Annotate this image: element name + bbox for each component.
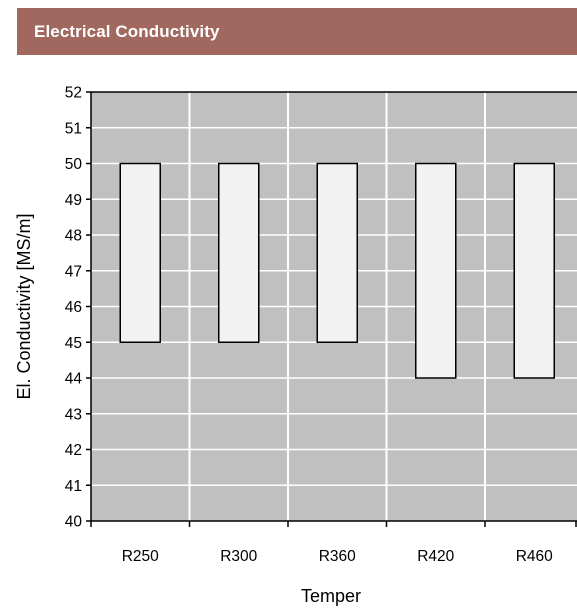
range-bar-r460 [513,162,555,379]
x-tick-label-r460: R460 [516,548,553,565]
x-axis-title: Temper [301,586,361,606]
range-bar-r360 [316,162,358,343]
y-tick-label-43: 43 [65,406,82,423]
y-tick-label-45: 45 [65,335,82,352]
y-tick-label-47: 47 [65,263,82,280]
x-tick-label-r360: R360 [319,548,356,565]
range-bar-r250 [119,162,161,343]
y-tick-label-50: 50 [65,156,83,173]
y-tick-label-48: 48 [65,228,82,245]
range-bar-r420 [415,162,457,379]
y-tick-label-42: 42 [65,442,82,459]
section-title: Electrical Conductivity [34,21,220,41]
x-tick-label-r250: R250 [122,548,159,565]
y-axis-title: El. Conductivity [MS/m] [14,213,34,399]
range-bars [119,162,555,379]
horizontal-gridlines [91,127,577,486]
range-bar-r300 [218,162,260,343]
y-axis-ticks: 40 41 42 43 44 45 46 47 48 49 50 51 52 [65,85,91,531]
vertical-gridlines [188,92,486,521]
y-tick-label-41: 41 [65,478,82,495]
y-tick-label-52: 52 [65,85,82,102]
y-tick-label-49: 49 [65,192,82,209]
y-tick-label-44: 44 [65,371,83,388]
x-tick-label-r300: R300 [220,548,257,565]
x-axis-ticks: R250 R300 R360 R420 R460 [90,521,577,565]
y-tick-label-40: 40 [65,514,83,531]
y-tick-label-51: 51 [65,120,82,137]
x-tick-label-r420: R420 [417,548,454,565]
section-header: Electrical Conductivity [17,8,577,55]
y-tick-label-46: 46 [65,299,82,316]
